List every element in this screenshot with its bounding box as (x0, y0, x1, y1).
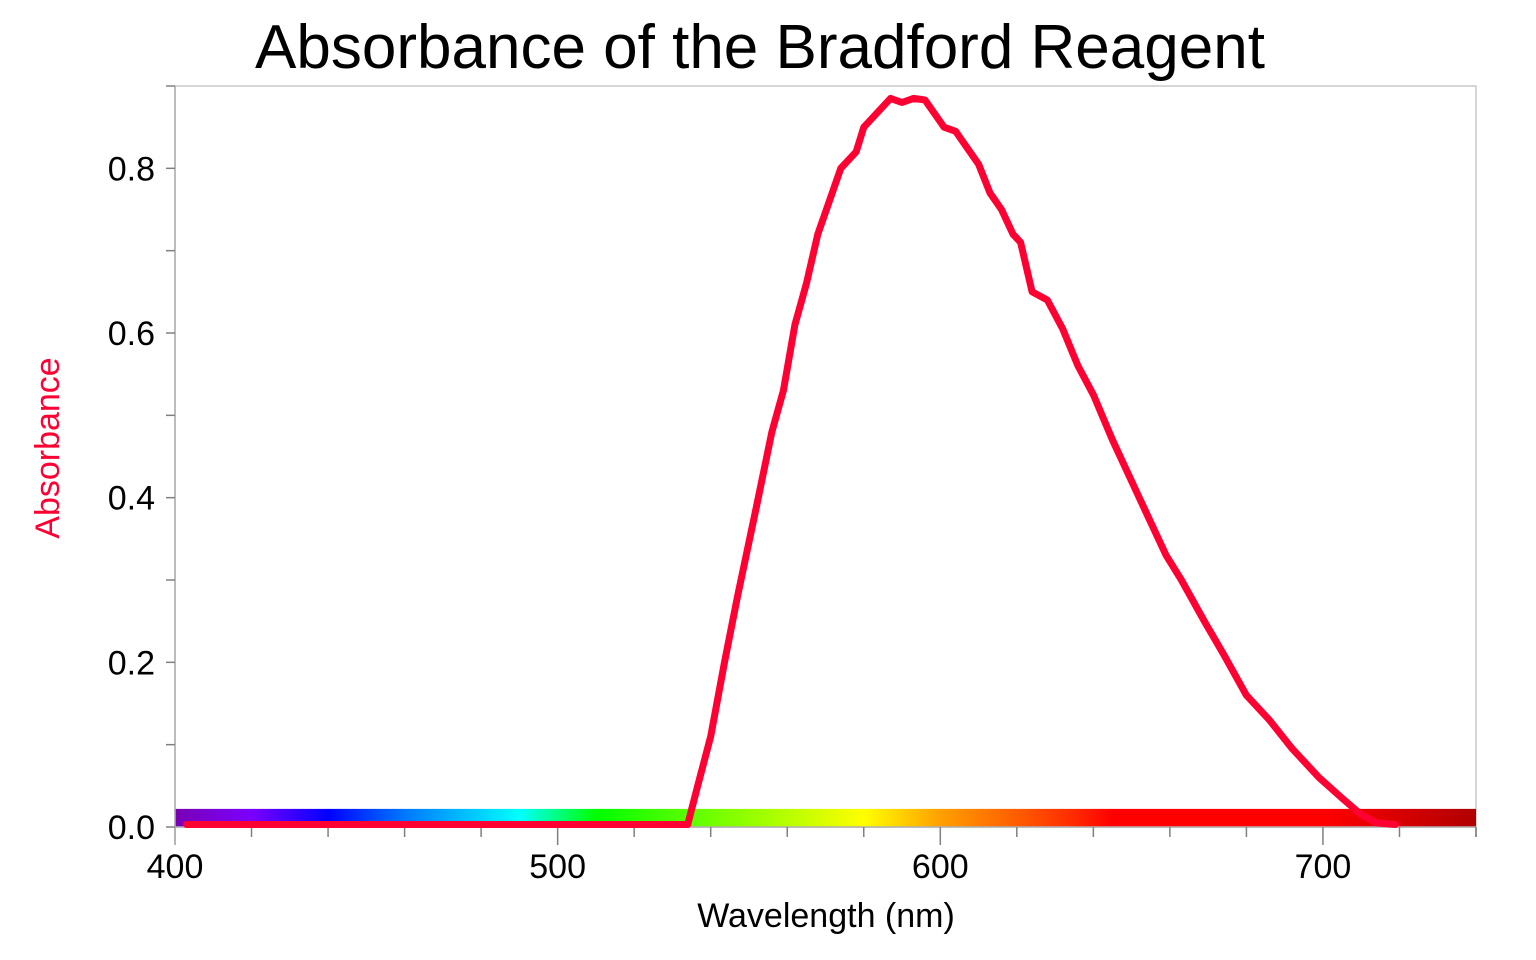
chart-title: Absorbance of the Bradford Reagent (255, 13, 1265, 82)
absorbance-line (183, 94, 1400, 828)
x-axis-label: Wavelength (nm) (697, 897, 955, 935)
absorbance-series (183, 94, 1400, 828)
x-tick-label: 500 (529, 848, 586, 886)
y-axis: 0.0 0.2 0.4 0.6 0.8 (108, 85, 176, 847)
x-axis: 400 500 600 700 (147, 826, 1477, 886)
y-tick-label: 0.8 (108, 150, 155, 188)
x-tick-label: 600 (912, 848, 969, 886)
x-tick-label: 700 (1295, 848, 1352, 886)
y-tick-label: 0.4 (108, 480, 155, 518)
y-tick-label: 0.2 (108, 644, 155, 682)
x-tick-label: 400 (147, 848, 204, 886)
y-axis-label: Absorbance (29, 357, 67, 538)
y-tick-label: 0.0 (108, 809, 155, 847)
y-tick-label: 0.6 (108, 315, 155, 353)
plot-area-border (174, 85, 1477, 828)
plot-frame (174, 85, 1477, 828)
